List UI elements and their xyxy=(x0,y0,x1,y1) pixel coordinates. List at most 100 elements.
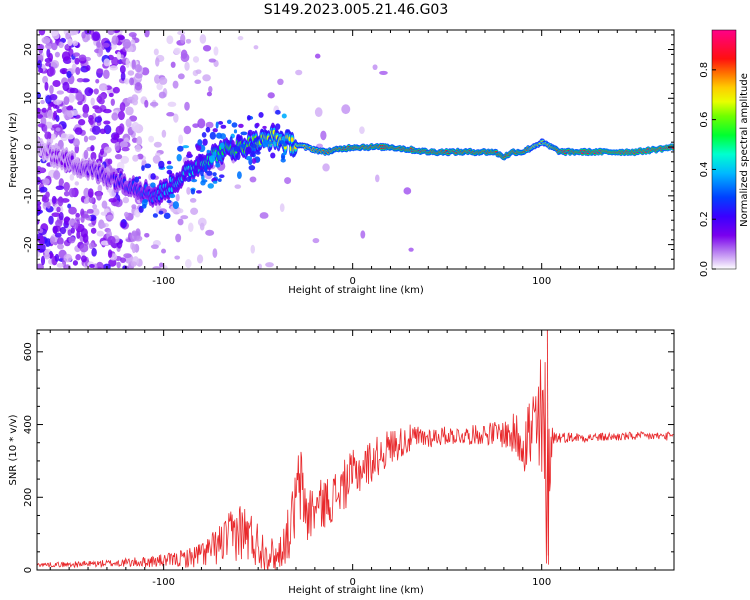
ridge-spot xyxy=(267,141,273,145)
noise-cell xyxy=(84,87,93,97)
noise-cell xyxy=(372,64,378,71)
noise-cell xyxy=(103,58,111,67)
ridge-spot xyxy=(176,154,182,162)
noise-cell xyxy=(114,141,120,152)
ridge-spot xyxy=(172,201,180,210)
ridge-spot xyxy=(220,124,227,129)
noise-cell xyxy=(180,215,189,220)
noise-cell xyxy=(75,254,82,261)
noise-cell xyxy=(51,133,57,140)
ridge-spot xyxy=(271,122,275,129)
noise-cell xyxy=(89,119,94,126)
noise-cell xyxy=(52,79,61,87)
noise-cell xyxy=(117,111,125,121)
noise-cell xyxy=(152,266,161,269)
ridge-spot xyxy=(246,115,251,121)
noise-cell xyxy=(96,230,104,237)
noise-cell xyxy=(120,155,130,164)
colorbar-ticks: 0.0 0.2 0.4 0.6 0.8 xyxy=(699,62,716,277)
spectrogram-ylabel: Frequency (Hz) xyxy=(8,112,19,188)
noise-cell xyxy=(81,78,90,83)
ridge-spot xyxy=(262,139,269,148)
snr-panel: -100 0 100 0 200 400 600 Height of straight li… xyxy=(8,329,675,596)
ridge-spot xyxy=(198,154,203,162)
noise-cell xyxy=(72,109,79,116)
noise-cell xyxy=(150,244,159,250)
noise-cell xyxy=(64,44,70,50)
noise-cell xyxy=(119,257,127,263)
noise-cell xyxy=(74,127,83,135)
noise-cell xyxy=(131,121,140,132)
noise-cell xyxy=(100,240,110,246)
noise-cell xyxy=(69,87,79,94)
ridge-spot xyxy=(144,163,152,169)
noise-cell xyxy=(180,33,186,44)
noise-cell xyxy=(265,262,274,268)
ridge-spot xyxy=(278,133,282,137)
x-tick-label: 0 xyxy=(349,577,355,588)
noise-cell xyxy=(112,86,120,94)
noise-cell xyxy=(132,154,139,162)
ridge-spot xyxy=(212,172,217,177)
noise-cell xyxy=(196,254,204,264)
ridge-spot xyxy=(142,199,149,204)
noise-cell xyxy=(135,228,141,238)
noise-cell xyxy=(73,222,79,230)
noise-cell xyxy=(111,35,119,45)
noise-cell xyxy=(284,177,292,185)
noise-cell xyxy=(85,65,91,71)
noise-cell xyxy=(108,258,117,267)
snr-frame xyxy=(36,329,675,571)
noise-cell xyxy=(205,229,215,236)
ridge-spot xyxy=(150,182,156,188)
y-tick-label: 600 xyxy=(23,342,34,361)
y-tick-label: 20 xyxy=(23,43,34,56)
ridge-spot xyxy=(235,152,241,161)
ridge-spot xyxy=(262,125,267,130)
noise-cell xyxy=(48,53,54,62)
noise-cell xyxy=(156,82,163,91)
ridge-spot xyxy=(255,122,260,128)
noise-cell xyxy=(50,30,59,37)
noise-cell xyxy=(113,134,120,139)
noise-cell xyxy=(161,129,167,138)
ridge-spot xyxy=(183,175,187,182)
noise-cell xyxy=(60,132,69,142)
ridge-spot xyxy=(186,176,192,182)
noise-cell xyxy=(149,101,159,107)
noise-cell xyxy=(63,190,70,197)
noise-cell xyxy=(57,237,64,246)
x-tick-label: -100 xyxy=(152,577,175,588)
noise-cell xyxy=(41,107,47,113)
noise-cell xyxy=(81,214,90,219)
noise-cell xyxy=(175,233,182,243)
ridge-spot xyxy=(240,131,248,136)
noise-cell xyxy=(80,228,88,238)
noise-cell xyxy=(249,176,257,183)
noise-cell xyxy=(111,112,119,121)
noise-cell xyxy=(58,41,64,49)
noise-cell xyxy=(39,186,48,193)
noise-cell xyxy=(119,102,126,112)
noise-cell xyxy=(54,253,60,262)
ridge-spot xyxy=(245,155,253,161)
noise-cell xyxy=(49,66,54,76)
noise-cell xyxy=(52,225,58,234)
ridge-spot xyxy=(152,213,158,218)
ridge-spot xyxy=(215,162,221,168)
noise-cell xyxy=(172,80,179,89)
noise-cell xyxy=(111,56,120,66)
noise-cell xyxy=(190,207,199,215)
noise-cell xyxy=(91,207,100,217)
noise-cell xyxy=(61,69,66,75)
noise-cell xyxy=(37,243,46,253)
ridge-spot xyxy=(158,160,165,169)
noise-cell xyxy=(134,82,143,91)
noise-cell xyxy=(90,151,97,161)
x-tick-label: 0 xyxy=(349,276,355,287)
noise-cell xyxy=(134,64,142,73)
noise-cell xyxy=(94,116,103,123)
noise-cell xyxy=(116,51,122,60)
ridge-core xyxy=(290,137,294,143)
noise-cell xyxy=(208,85,213,93)
